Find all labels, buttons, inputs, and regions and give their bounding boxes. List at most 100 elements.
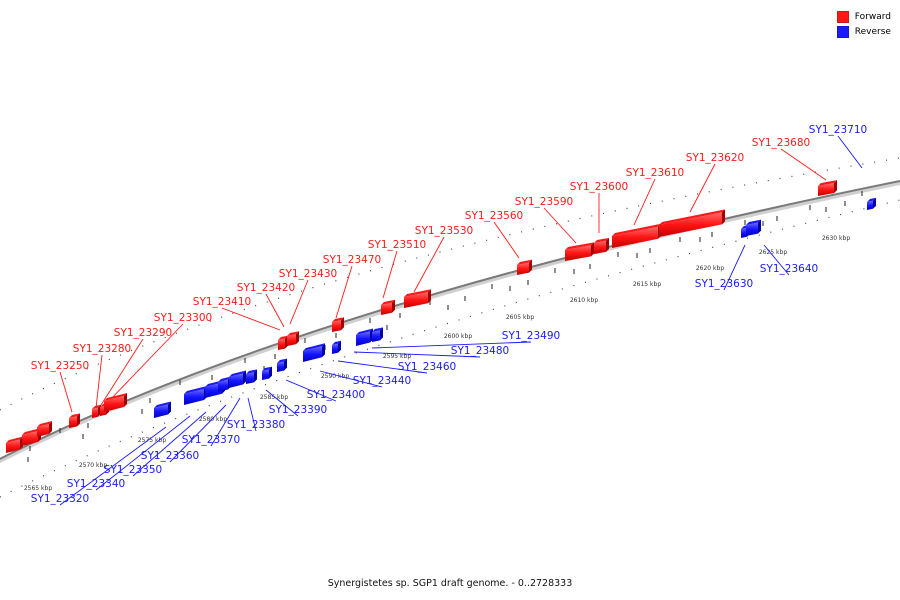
gene-leader-line <box>382 250 398 299</box>
gene-top-face <box>229 370 246 377</box>
gene-front-face <box>37 424 49 437</box>
gene-front-face <box>741 227 747 238</box>
gene-side-face <box>284 358 287 371</box>
gene-side-face <box>380 327 383 341</box>
reverse-gene-glyph[interactable] <box>246 369 257 384</box>
gene-side-face <box>722 209 725 225</box>
forward-gene-label[interactable]: SY1_23300 <box>154 312 212 324</box>
forward-gene-glyph[interactable] <box>37 421 52 437</box>
forward-gene-glyph[interactable] <box>69 413 80 428</box>
legend-label-reverse: Reverse <box>854 26 891 37</box>
forward-gene-glyph[interactable] <box>278 335 288 350</box>
gene-top-face <box>104 393 127 401</box>
reverse-gene-label[interactable]: SY1_23400 <box>307 389 365 401</box>
gene-glyphs <box>6 180 876 453</box>
reverse-gene-glyph[interactable] <box>332 340 341 354</box>
forward-gene-glyph[interactable] <box>404 289 431 308</box>
forward-gene-label[interactable]: SY1_23530 <box>415 225 473 237</box>
gene-top-face <box>659 209 725 225</box>
forward-gene-label[interactable]: SY1_23290 <box>114 327 172 339</box>
gene-side-face <box>341 317 344 331</box>
forward-gene-label[interactable]: SY1_23620 <box>686 152 744 164</box>
reverse-gene-label[interactable]: SY1_23360 <box>141 450 199 462</box>
reverse-gene-glyph[interactable] <box>262 366 272 380</box>
genome-backbone <box>0 180 900 461</box>
gene-side-face <box>834 180 837 194</box>
forward-gene-label[interactable]: SY1_23510 <box>368 239 426 251</box>
reverse-gene-glyph[interactable] <box>154 401 171 419</box>
reverse-gene-glyph[interactable] <box>372 327 383 342</box>
gene-front-face <box>517 262 529 275</box>
gene-leader-line <box>723 244 746 291</box>
reverse-gene-label[interactable]: SY1_23640 <box>760 263 818 275</box>
forward-gene-label[interactable]: SY1_23680 <box>752 137 810 149</box>
reverse-gene-label[interactable]: SY1_23380 <box>227 419 285 431</box>
forward-gene-glyph[interactable] <box>818 180 837 196</box>
reverse-gene-glyph[interactable] <box>229 370 246 389</box>
gene-top-face <box>612 223 661 236</box>
reverse-gene-label[interactable]: SY1_23710 <box>809 124 867 136</box>
forward-gene-label[interactable]: SY1_23560 <box>465 210 523 222</box>
forward-gene-glyph[interactable] <box>659 209 725 237</box>
reverse-gene-glyph[interactable] <box>184 386 207 405</box>
gene-front-face <box>205 382 222 398</box>
scale-tick-label: 2585 kbp <box>260 394 288 401</box>
forward-gene-label[interactable]: SY1_23590 <box>515 196 573 208</box>
legend-swatch-forward <box>836 10 849 23</box>
gene-side-face <box>269 366 272 379</box>
gene-front-face <box>229 373 243 388</box>
forward-gene-glyph[interactable] <box>594 237 609 254</box>
forward-gene-label[interactable]: SY1_23600 <box>570 181 628 193</box>
reverse-gene-label[interactable]: SY1_23460 <box>398 361 456 373</box>
forward-gene-glyph[interactable] <box>517 259 532 275</box>
gene-front-face <box>104 396 124 412</box>
forward-gene-label[interactable]: SY1_23420 <box>237 282 295 294</box>
gene-front-face <box>594 240 606 254</box>
forward-gene-glyph[interactable] <box>287 331 299 346</box>
gene-leader-line <box>413 236 445 293</box>
gene-top-face <box>92 404 101 409</box>
gene-top-face <box>246 369 257 374</box>
gene-top-face <box>565 242 594 250</box>
genome-caption: Synergistetes sp. SGP1 draft genome. - 0… <box>327 578 573 589</box>
forward-gene-label[interactable]: SY1_23470 <box>323 254 381 266</box>
reverse-gene-glyph[interactable] <box>277 358 287 372</box>
reverse-gene-glyph[interactable] <box>867 197 876 210</box>
reverse-gene-label[interactable]: SY1_23480 <box>451 345 509 357</box>
strand-legend: Forward Reverse <box>836 9 891 39</box>
forward-gene-glyph[interactable] <box>565 242 594 261</box>
reverse-gene-label[interactable]: SY1_23350 <box>104 464 162 476</box>
reverse-gene-glyph[interactable] <box>356 328 373 347</box>
reverse-gene-label[interactable]: SY1_23340 <box>67 478 125 490</box>
forward-gene-label[interactable]: SY1_23250 <box>31 360 89 372</box>
forward-gene-glyph[interactable] <box>332 317 344 332</box>
reverse-gene-glyph[interactable] <box>746 219 761 236</box>
gene-front-face <box>154 404 168 418</box>
gene-front-face <box>218 379 228 392</box>
reverse-gene-glyph[interactable] <box>303 343 325 362</box>
forward-gene-label[interactable]: SY1_23610 <box>626 167 684 179</box>
forward-gene-glyph[interactable] <box>612 223 661 248</box>
forward-gene-label[interactable]: SY1_23410 <box>193 296 251 308</box>
reverse-gene-label[interactable]: SY1_23490 <box>502 330 560 342</box>
reverse-gene-label[interactable]: SY1_23370 <box>182 434 240 446</box>
scale-tick-label: 2595 kbp <box>383 353 411 360</box>
gene-leader-line <box>100 338 144 406</box>
gene-leader-line <box>289 279 309 325</box>
forward-gene-glyph[interactable] <box>104 393 127 412</box>
forward-gene-glyph[interactable] <box>6 436 23 454</box>
forward-gene-label[interactable]: SY1_23280 <box>73 343 131 355</box>
reverse-gene-label[interactable]: SY1_23390 <box>269 404 327 416</box>
forward-gene-label[interactable]: SY1_23430 <box>279 268 337 280</box>
gene-leader-line <box>247 397 257 432</box>
reverse-gene-label[interactable]: SY1_23440 <box>353 375 411 387</box>
legend-item-forward: Forward <box>836 9 891 24</box>
reverse-gene-label[interactable]: SY1_23630 <box>695 278 753 290</box>
gene-top-face <box>277 358 287 363</box>
reverse-gene-label[interactable]: SY1_23320 <box>31 493 89 505</box>
gene-leader-line <box>319 370 383 388</box>
reverse-gene-glyph[interactable] <box>218 376 231 393</box>
forward-gene-glyph[interactable] <box>381 299 395 315</box>
gene-front-face <box>6 439 20 453</box>
